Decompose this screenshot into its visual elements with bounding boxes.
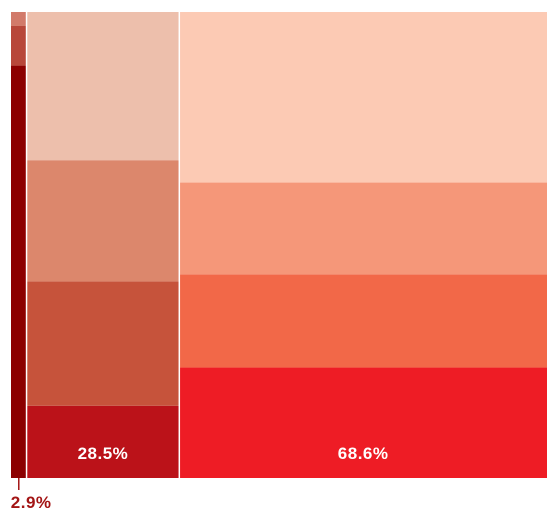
bar-segment-1-1 bbox=[26, 281, 180, 406]
column-label-1: 28.5% bbox=[78, 444, 129, 463]
chart-bars bbox=[11, 12, 547, 478]
bar-segment-1-3 bbox=[26, 12, 180, 161]
bar-segment-2-1 bbox=[179, 274, 547, 368]
bar-segment-2-2 bbox=[179, 182, 547, 275]
bar-segment-2-3 bbox=[179, 12, 547, 183]
bar-segment-0-1 bbox=[11, 25, 27, 66]
bar-segment-1-0 bbox=[26, 405, 180, 478]
column-label-2: 68.6% bbox=[338, 444, 389, 463]
column-label-0: 2.9% bbox=[11, 493, 52, 509]
bar-segment-0-0 bbox=[11, 65, 27, 478]
bar-segment-0-2 bbox=[11, 12, 27, 26]
bar-segment-1-2 bbox=[26, 160, 180, 282]
bar-segment-2-0 bbox=[179, 367, 547, 478]
chart-labels: 2.9% 28.5% 68.6% bbox=[11, 444, 389, 509]
